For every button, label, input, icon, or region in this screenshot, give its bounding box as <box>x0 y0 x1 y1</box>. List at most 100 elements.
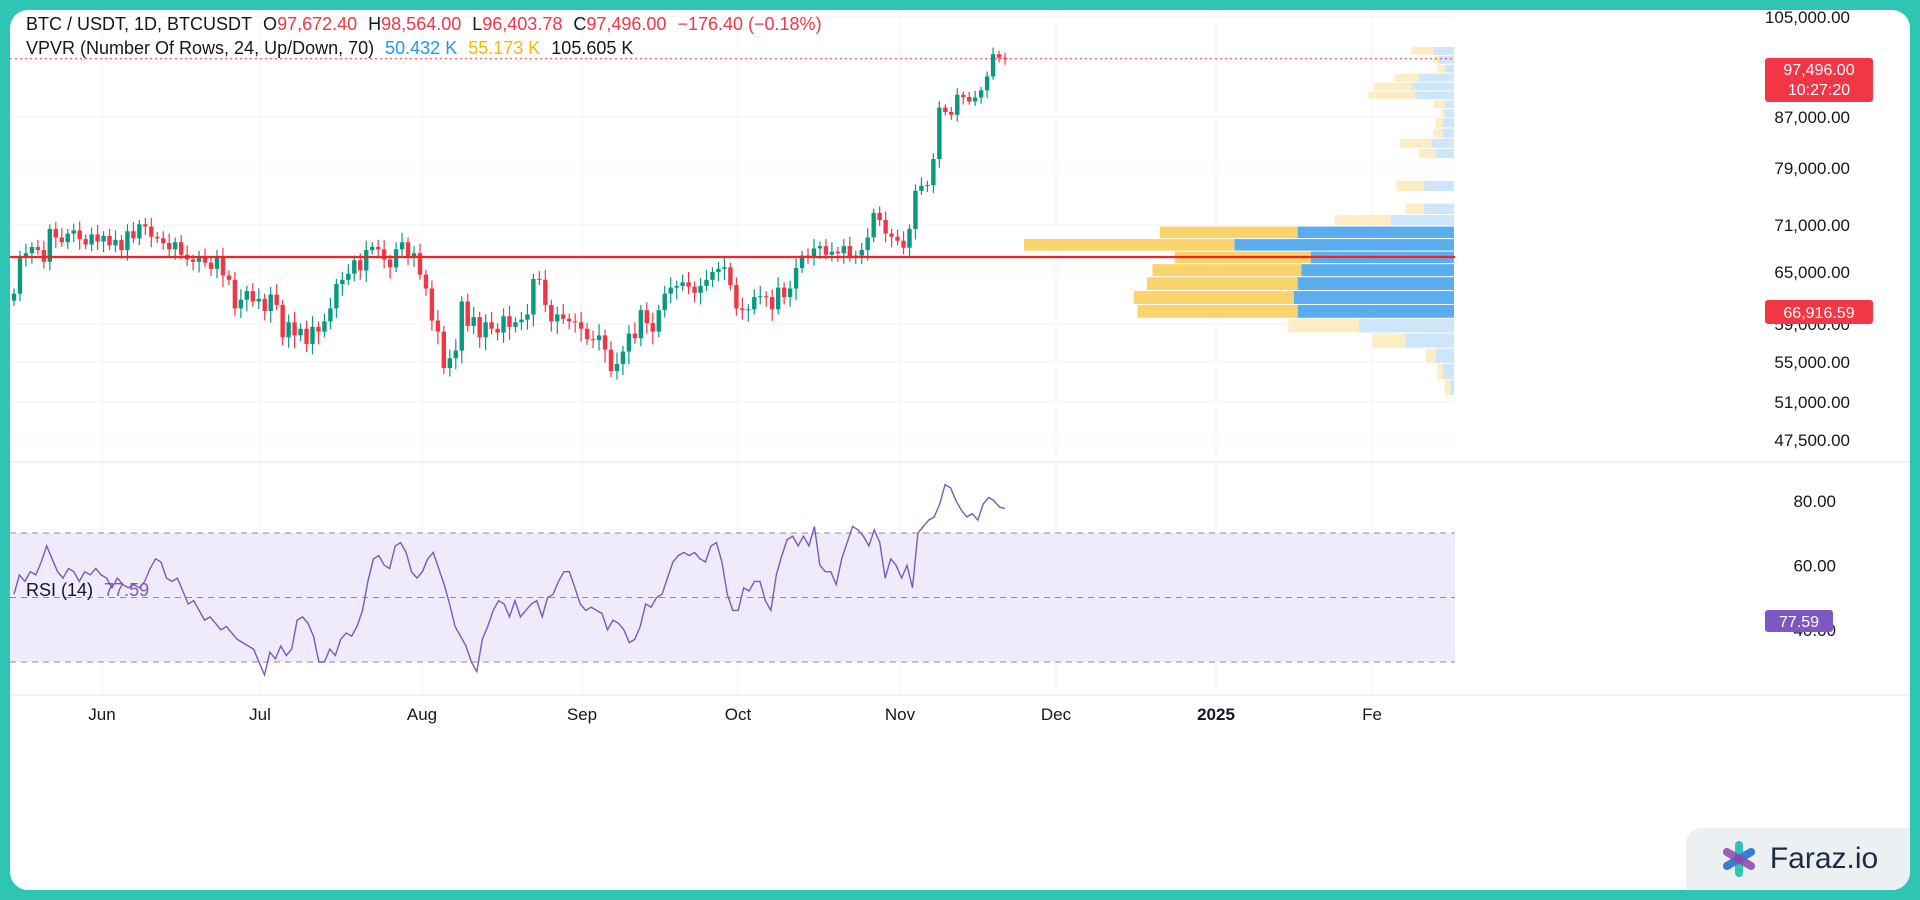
candle-body-108 <box>656 310 661 332</box>
candle-body-4 <box>35 246 41 251</box>
candle-body-132 <box>799 255 805 269</box>
candle-body-79 <box>483 322 488 338</box>
vp-row-up-4 <box>1411 82 1454 91</box>
vp-row-down-2 <box>1437 64 1445 73</box>
candle-body-109 <box>662 293 667 311</box>
candle-body-156 <box>943 107 948 112</box>
candle-body-87 <box>531 278 536 315</box>
ohlc-open: O97,672.40 <box>263 14 358 34</box>
candle-body-8 <box>59 237 64 243</box>
vp-row-down-9 <box>1433 128 1443 138</box>
candle-body-23 <box>149 226 154 237</box>
vp-row-down-0 <box>1411 47 1434 55</box>
vp-row-down-24 <box>1426 348 1436 363</box>
candle-body-43 <box>268 294 273 311</box>
price-levels <box>10 58 1455 259</box>
volume-profile <box>1024 47 1454 395</box>
time-axis[interactable]: Jun Jul Aug Sep Oct Nov Dec 2025 Fe <box>88 705 1382 724</box>
candle-body-11 <box>77 230 82 240</box>
vpvr-legend[interactable]: VPVR (Number Of Rows, 24, Up/Down, 70) 5… <box>26 38 639 59</box>
vp-row-up-15 <box>1297 226 1454 239</box>
candle-body-106 <box>644 310 650 324</box>
price-tags: 97,496.00 10:27:20 66,916.59 77.59 <box>1765 58 1873 632</box>
candle-body-97 <box>590 339 596 341</box>
candle-body-105 <box>638 310 644 339</box>
chart-canvas[interactable]: 105,000.00 87,000.00 79,000.00 71,000.00 65,… <box>10 10 1910 890</box>
vpvr-title: VPVR (Number Of Rows, 24, Up/Down, 70) <box>26 38 375 58</box>
rsi-legend[interactable]: RSI (14) 77.59 <box>26 580 155 601</box>
candle-body-95 <box>578 322 584 329</box>
vpvr-total-volume: 105.605 K <box>551 38 634 58</box>
candle-body-22 <box>143 224 148 227</box>
candle-body-75 <box>459 301 464 351</box>
vp-row-down-14 <box>1334 215 1391 226</box>
candle-body-0 <box>11 293 17 301</box>
candle-body-115 <box>698 285 703 293</box>
candle-body-111 <box>674 285 679 288</box>
candle-body-136 <box>823 246 829 255</box>
candle-body-113 <box>686 282 691 287</box>
price-tick-label: 51,000.00 <box>1774 393 1850 412</box>
candle-body-94 <box>572 321 578 323</box>
candle-body-37 <box>232 279 238 309</box>
candle-body-19 <box>125 231 130 251</box>
candle-body-121 <box>734 285 739 309</box>
candle-body-84 <box>513 322 518 327</box>
ohlc-low: L96,403.78 <box>472 14 563 34</box>
ohlc-high: H98,564.00 <box>368 14 462 34</box>
time-tick-label: Fe <box>1362 705 1382 724</box>
rsi-series <box>13 483 1006 678</box>
candle-body-158 <box>955 94 960 115</box>
candle-body-90 <box>549 304 554 322</box>
candle-body-57 <box>352 260 357 274</box>
vp-row-down-3 <box>1394 73 1419 82</box>
candle-body-25 <box>161 238 166 244</box>
vp-row-up-13 <box>1424 203 1454 215</box>
candle-body-125 <box>758 296 763 298</box>
price-change: −176.40 (−0.18%) <box>677 14 822 34</box>
candle-body-24 <box>155 236 160 239</box>
vp-row-down-22 <box>1288 318 1360 333</box>
candle-body-41 <box>256 298 261 302</box>
time-tick-label: Sep <box>567 705 597 724</box>
candle-body-120 <box>728 267 733 285</box>
candle-body-6 <box>47 228 53 262</box>
price-tick-label: 71,000.00 <box>1774 216 1850 235</box>
candle-body-118 <box>716 268 721 272</box>
price-axis[interactable]: 105,000.00 87,000.00 79,000.00 71,000.00 65,… <box>1765 10 1850 450</box>
symbol-legend[interactable]: BTC / USDT, 1D, BTCUSDT O97,672.40 H98,5… <box>26 14 828 35</box>
vp-row-up-10 <box>1431 138 1454 148</box>
vp-row-down-20 <box>1133 291 1294 304</box>
candle-body-66 <box>405 242 411 257</box>
rsi-band-fill <box>10 533 1455 662</box>
candle-body-3 <box>29 246 35 254</box>
chart-frame: 105,000.00 87,000.00 79,000.00 71,000.00 65,… <box>10 10 1910 890</box>
candle-body-122 <box>740 308 745 311</box>
candle-body-68 <box>417 253 423 275</box>
candle-body-112 <box>680 282 685 286</box>
candle-body-13 <box>89 234 94 245</box>
vp-row-up-1 <box>1439 55 1454 64</box>
candle-body-46 <box>286 322 291 338</box>
vp-row-up-16 <box>1234 239 1454 251</box>
candle-body-44 <box>274 294 279 305</box>
price-tick-label: 65,000.00 <box>1774 263 1850 282</box>
vp-row-down-5 <box>1368 91 1415 100</box>
vp-row-up-18 <box>1301 264 1454 277</box>
candle-body-101 <box>614 364 620 371</box>
candle-body-63 <box>387 259 393 268</box>
candle-body-126 <box>764 296 769 298</box>
candle-body-27 <box>172 242 178 250</box>
level-tag-bg <box>1765 300 1873 324</box>
candle-body-154 <box>931 159 936 186</box>
vp-row-down-25 <box>1437 364 1443 379</box>
candle-body-21 <box>137 224 142 239</box>
candle-body-35 <box>220 257 226 276</box>
candle-body-62 <box>381 249 387 260</box>
time-tick-label: 2025 <box>1197 705 1235 724</box>
candle-body-16 <box>107 235 112 246</box>
vp-row-up-23 <box>1405 333 1454 348</box>
vp-row-up-6 <box>1444 100 1454 109</box>
candle-body-78 <box>477 317 482 338</box>
candle-body-33 <box>208 262 214 269</box>
